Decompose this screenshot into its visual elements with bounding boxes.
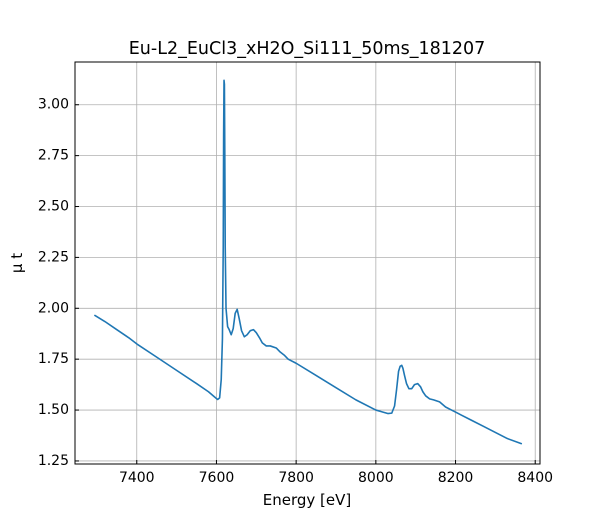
grid: [75, 62, 540, 464]
y-tick-label: 2.25: [38, 249, 69, 265]
ticks: 7400 7600 7800 8000 8200 8400 1.25 1.50 1.75 2.00…: [38, 97, 553, 486]
y-tick-label: 3.00: [38, 97, 69, 113]
y-tick-label: 2.75: [38, 148, 69, 164]
x-tick-label: 7600: [199, 470, 235, 486]
x-tick-label: 8400: [517, 470, 553, 486]
x-tick-label: 7400: [119, 470, 155, 486]
y-axis-label: μ t: [8, 253, 26, 273]
y-tick-label: 2.50: [38, 199, 69, 215]
y-tick-label: 2.00: [38, 300, 69, 316]
y-tick-label: 1.50: [38, 402, 69, 418]
series-line: [94, 79, 523, 445]
chart-title: Eu-L2_EuCl3_xH2O_Si111_50ms_181207: [129, 39, 486, 59]
x-tick-label: 7800: [278, 470, 314, 486]
x-axis-label: Energy [eV]: [263, 491, 351, 509]
x-tick-label: 8200: [438, 470, 474, 486]
y-tick-label: 1.75: [38, 351, 69, 367]
plot-frame: [74, 61, 541, 465]
x-tick-label: 8000: [358, 470, 394, 486]
y-tick-label: 1.25: [38, 453, 69, 469]
plot-area: [94, 79, 523, 445]
